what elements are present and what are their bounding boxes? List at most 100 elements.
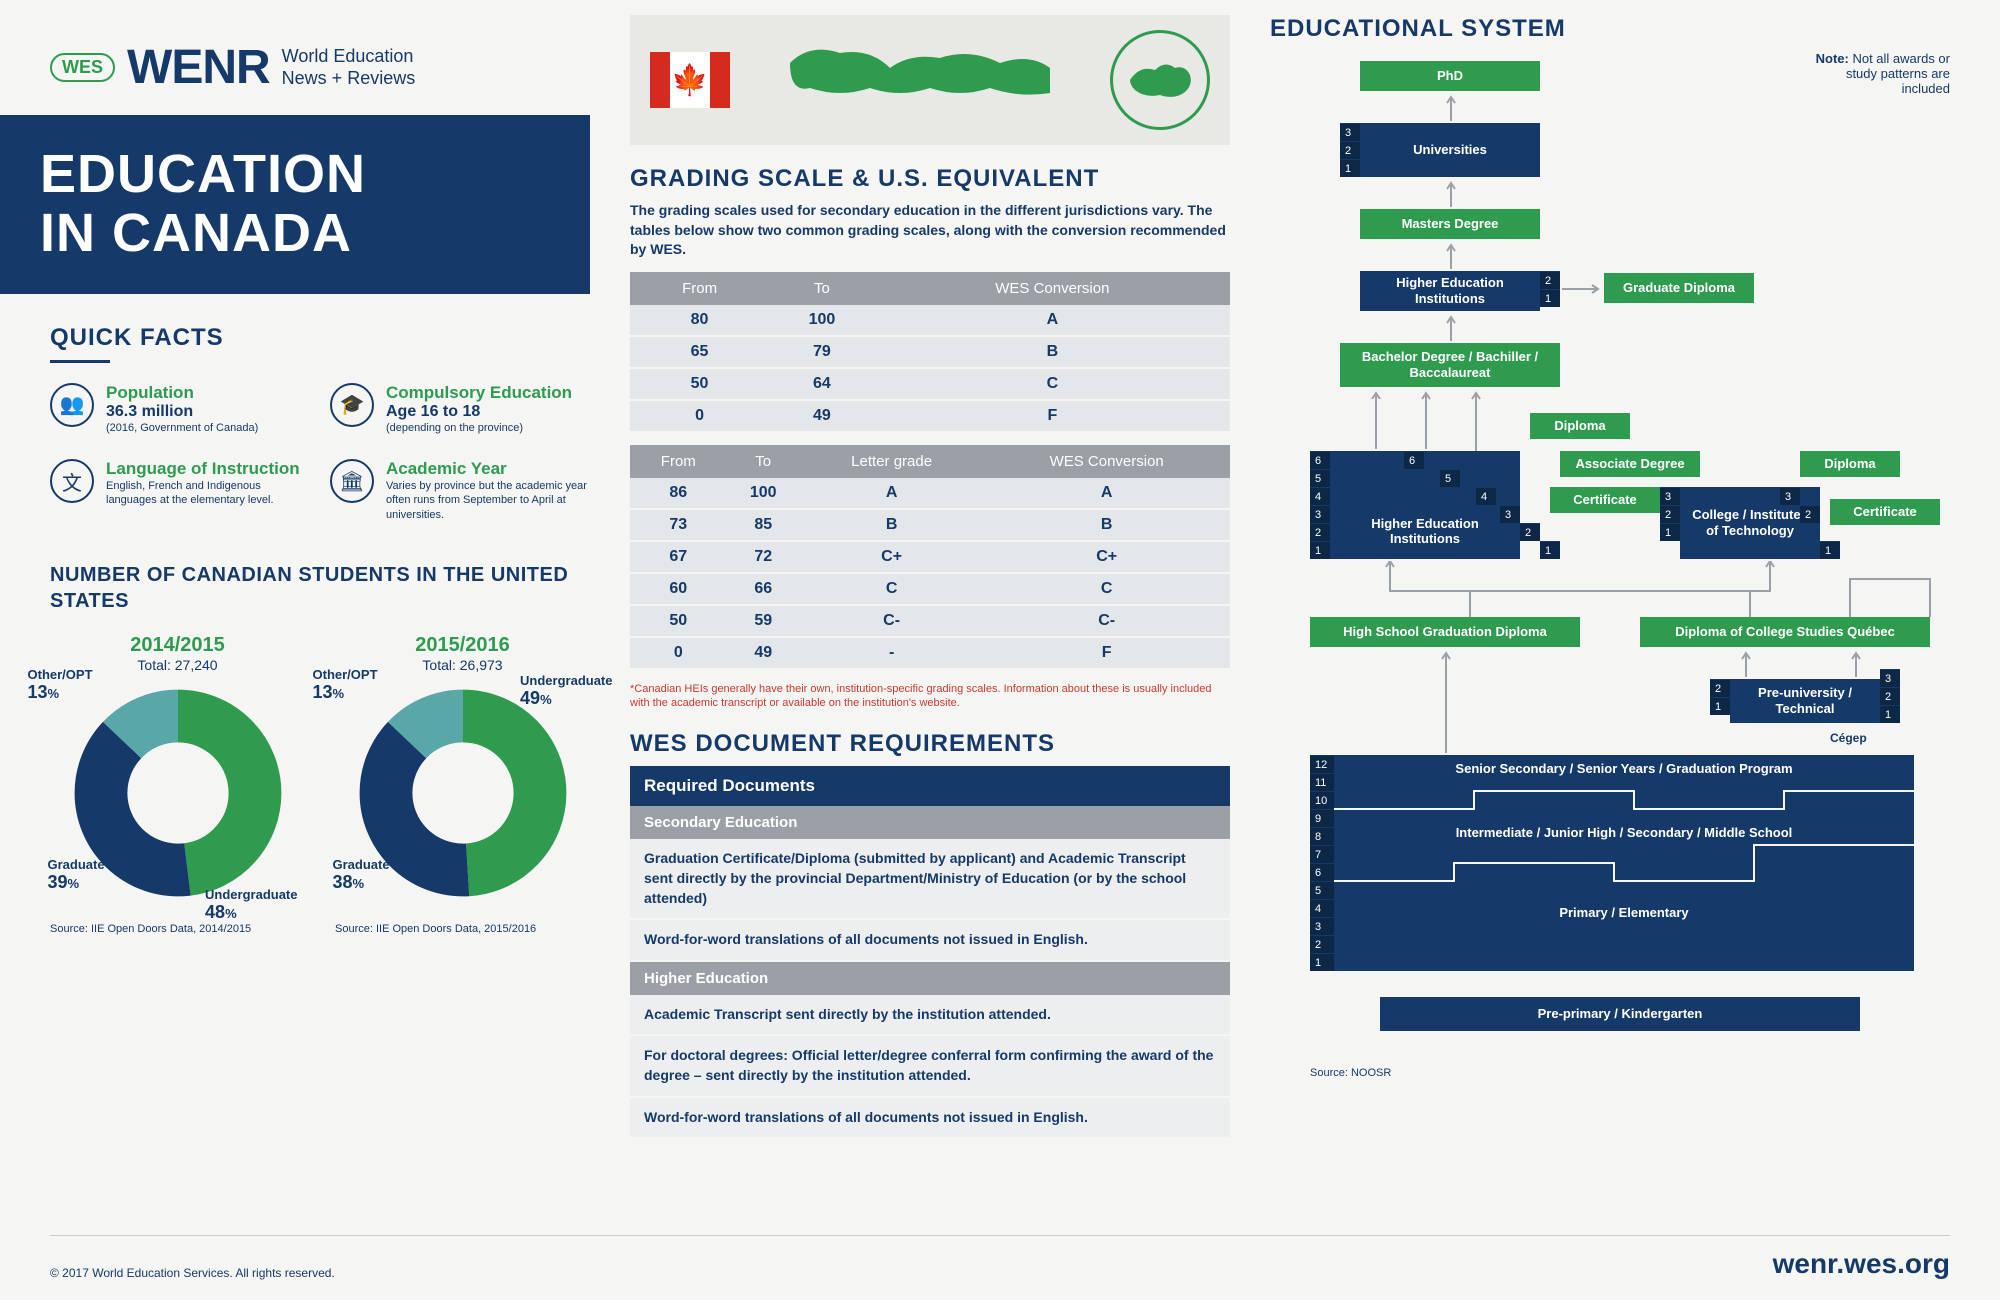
fact-note: English, French and Indigenous languages… xyxy=(106,479,310,508)
fact-compulsory: 🎓 Compulsory Education Age 16 to 18 (dep… xyxy=(330,383,590,435)
fact-value: Age 16 to 18 xyxy=(386,403,572,421)
edu-universities: Universities xyxy=(1360,123,1540,177)
grading-table-1: FromToWES Conversion 80100A6579B5064C049… xyxy=(630,272,1230,433)
page-title: EDUCATION IN CANADA xyxy=(40,145,550,264)
table-cell: A xyxy=(800,478,983,509)
grading-title: GRADING SCALE & U.S. EQUIVALENT xyxy=(630,165,1230,193)
arrow-icon xyxy=(1370,389,1382,449)
table-row: 5059C-C- xyxy=(630,605,1230,637)
table-cell: C- xyxy=(800,605,983,637)
donut-label-grad: Graduate39% xyxy=(48,857,105,893)
title-line2: IN CANADA xyxy=(40,203,352,263)
table-cell: B xyxy=(800,509,983,541)
arrow-icon xyxy=(1850,649,1862,677)
fact-note: (2016, Government of Canada) xyxy=(106,421,258,435)
grading-desc: The grading scales used for secondary ed… xyxy=(630,201,1230,260)
edu-levels-step: 2 xyxy=(1800,505,1820,523)
edu-levels-3: 123 xyxy=(1340,123,1360,177)
edu-levels-2b: 12 xyxy=(1710,679,1730,715)
donut-chart: Other/OPT13% Graduate38% Undergraduate49… xyxy=(353,683,573,903)
edu-levels-step: 5 xyxy=(1440,469,1460,487)
edu-note: Note: Not all awards or study patterns a… xyxy=(1810,51,1950,96)
donut-label-other: Other/OPT13% xyxy=(28,667,93,703)
fact-value: 36.3 million xyxy=(106,403,258,421)
edu-phd: PhD xyxy=(1360,61,1540,91)
docs-row: Academic Transcript sent directly by the… xyxy=(630,995,1230,1037)
table-header: From xyxy=(630,445,727,478)
edu-masters: Masters Degree xyxy=(1360,209,1540,239)
column-right: EDUCATIONAL SYSTEM Note: Not all awards … xyxy=(1270,15,1950,1139)
edu-levels-step: 1 xyxy=(1820,541,1840,559)
fact-label: Academic Year xyxy=(386,459,590,479)
arrow-icon xyxy=(1445,313,1457,341)
edu-levels-step: 4 xyxy=(1476,487,1496,505)
footer: © 2017 World Education Services. All rig… xyxy=(50,1235,1950,1280)
edu-hei6: Higher Education Institutions xyxy=(1330,451,1520,559)
table-cell: B xyxy=(983,509,1230,541)
table-row: 7385BB xyxy=(630,509,1230,541)
table-cell: B xyxy=(875,336,1230,368)
table-row: 6772C+C+ xyxy=(630,541,1230,573)
wenr-subtitle: World Education News + Reviews xyxy=(282,46,416,89)
edu-levels-step: 3 xyxy=(1780,487,1800,505)
table-row: 6579B xyxy=(630,336,1230,368)
edu-diagram: Note: Not all awards or study patterns a… xyxy=(1270,51,1950,1111)
title-line1: EDUCATION xyxy=(40,144,366,204)
edu-hei2: Higher Education Institutions xyxy=(1360,271,1540,311)
table-row: 6066CC xyxy=(630,573,1230,605)
table-cell: A xyxy=(983,478,1230,509)
facts-grid: 👥 Population 36.3 million (2016, Governm… xyxy=(50,383,590,522)
table-cell: 50 xyxy=(630,605,727,637)
footer-url: wenr.wes.org xyxy=(1773,1248,1950,1280)
docs-row: Graduation Certificate/Diploma (submitte… xyxy=(630,839,1230,920)
fact-note: (depending on the province) xyxy=(386,421,572,435)
docs-subheader: Secondary Education xyxy=(630,806,1230,839)
edu-prekinder: Pre-primary / Kindergarten xyxy=(1380,997,1860,1031)
edu-bachelor: Bachelor Degree / Bachiller / Baccalaure… xyxy=(1340,343,1560,387)
table-header: To xyxy=(769,272,875,305)
edu-certificate2: Certificate xyxy=(1830,499,1940,525)
table-cell: C+ xyxy=(800,541,983,573)
table-header: WES Conversion xyxy=(875,272,1230,305)
donut-label-undergrad: Undergraduate48% xyxy=(205,887,297,923)
edu-levels-step: 1 xyxy=(1540,541,1560,559)
underline xyxy=(50,360,110,363)
donut-chart: Other/OPT13% Graduate39% Undergraduate48… xyxy=(68,683,288,903)
arrow-icon xyxy=(1420,389,1432,449)
table-row: 049-F xyxy=(630,637,1230,669)
column-middle: 🍁 GRADING SCALE & U.S. EQUIVALENT The gr… xyxy=(630,15,1230,1139)
edu-levels-step: 6 xyxy=(1404,451,1424,469)
fact-note: Varies by province but the academic year… xyxy=(386,479,590,522)
table-cell: 0 xyxy=(630,637,727,669)
grading-table-2: FromToLetter gradeWES Conversion 86100AA… xyxy=(630,445,1230,670)
arrow-icon xyxy=(1440,649,1452,753)
docs-subheader: Higher Education xyxy=(630,962,1230,995)
wenr-sub-line1: World Education xyxy=(282,46,416,68)
donut-source: Source: IIE Open Doors Data, 2015/2016 xyxy=(335,923,590,935)
edu-source: Source: NOOSR xyxy=(1310,1067,1391,1079)
docs-header: Required Documents xyxy=(630,766,1230,806)
title-block: EDUCATION IN CANADA xyxy=(0,115,590,294)
docs-row: For doctoral degrees: Official letter/de… xyxy=(630,1036,1230,1097)
fact-language: 文 Language of Instruction English, Frenc… xyxy=(50,459,310,522)
columns: EDUCATION IN CANADA QUICK FACTS 👥 Popula… xyxy=(50,115,1950,1139)
edu-levels-3c: 123 xyxy=(1880,669,1900,723)
table-header: Letter grade xyxy=(800,445,983,478)
table-cell: C+ xyxy=(983,541,1230,573)
wenr-logo: WENR xyxy=(127,40,270,95)
table-cell: 100 xyxy=(769,305,875,336)
wes-badge: WES xyxy=(50,53,115,82)
canada-circle-icon xyxy=(1110,30,1210,130)
table-cell: F xyxy=(983,637,1230,669)
donut-year: 2015/2016 xyxy=(335,634,590,657)
table-cell: 0 xyxy=(630,400,769,432)
table-cell: 64 xyxy=(769,368,875,400)
table-header: From xyxy=(630,272,769,305)
table-cell: 100 xyxy=(727,478,800,509)
edu-levels-step: 3 xyxy=(1500,505,1520,523)
donut-year: 2014/2015 xyxy=(50,634,305,657)
wenr-sub-line2: News + Reviews xyxy=(282,68,416,90)
edu-associate: Associate Degree xyxy=(1560,451,1700,477)
table-cell: 50 xyxy=(630,368,769,400)
table-cell: 79 xyxy=(769,336,875,368)
